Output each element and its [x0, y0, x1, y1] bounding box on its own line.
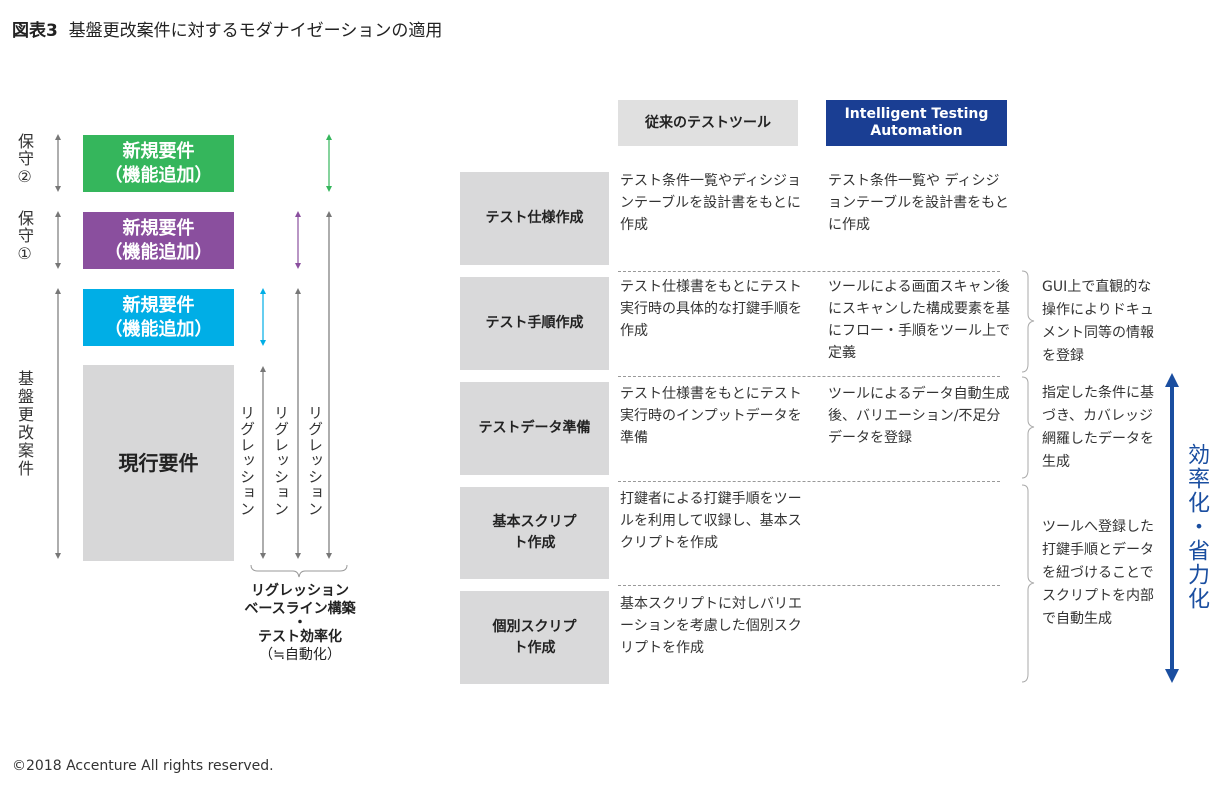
header-ita: Intelligent Testing Automation — [826, 100, 1007, 146]
row-label: テスト手順作成 — [460, 277, 609, 370]
copyright-footer: ©2018 Accenture All rights reserved. — [12, 758, 274, 774]
header-traditional: 従来のテストツール — [618, 100, 798, 146]
note-script: ツールへ登録した打鍵手順とデータを紐づけることでスクリプトを内部で自動生成 — [1042, 519, 1154, 627]
figure-number: 図表3 — [12, 21, 58, 41]
efficiency-arrow-icon — [1165, 373, 1179, 683]
note-procedure: GUI上で直観的な操作によりドキュメント同等の情報を登録 — [1042, 279, 1154, 364]
arrows-diagram — [55, 134, 348, 578]
figure-title-text: 基盤更改案件に対するモダナイゼーションの適用 — [68, 21, 443, 41]
row-label: 基本スクリプト作成 — [460, 487, 609, 579]
label-hoshu2: 保守② — [15, 133, 34, 187]
cell-traditional: テスト仕様書をもとにテスト実行時のインプットデータを準備 — [620, 386, 802, 446]
note-data: 指定した条件に基づき、カバレッジ網羅したデータを生成 — [1042, 385, 1154, 470]
figure-title: 図表3 基盤更改案件に対するモダナイゼーションの適用 — [12, 16, 442, 41]
label-kiban: 基盤更改案件 — [15, 370, 34, 478]
summary-line: ・ — [293, 615, 307, 631]
cell-traditional: テスト仕様書をもとにテスト実行時の具体的な打鍵手順を作成 — [620, 279, 802, 339]
row-label: テスト仕様作成 — [460, 172, 609, 265]
note-braces — [1021, 270, 1035, 683]
summary-text: リグレッション ベースライン構築 ・ テスト効率化 （≒自動化） — [228, 582, 372, 664]
cell-ita: テスト条件一覧や ディシジョンテーブルを設計書をもとに作成 — [828, 173, 1009, 233]
brace-bottom — [250, 564, 348, 578]
regression-label-1: リグレッション — [238, 405, 256, 517]
summary-line: リグレッション — [251, 583, 349, 599]
efficiency-label: 効率化・省力化 — [1184, 443, 1209, 611]
new-requirement-box-purple: 新規要件 （機能追加） — [83, 212, 234, 269]
summary-line: テスト効率化 — [258, 629, 342, 645]
summary-line: ベースライン構築 — [244, 601, 356, 617]
cell-traditional: テスト条件一覧やディシジョンテーブルを設計書をもとに作成 — [620, 173, 802, 233]
regression-label-3: リグレッション — [306, 405, 324, 517]
row-divider — [618, 376, 1000, 377]
row-divider — [618, 585, 1000, 586]
summary-line: （≒自動化） — [259, 647, 341, 663]
cell-ita: ツールによるデータ自動生成後、バリエーション/不足分データを登録 — [828, 386, 1010, 446]
current-requirement-box: 現行要件 — [83, 365, 234, 561]
row-divider — [618, 271, 1000, 272]
label-hoshu1: 保守① — [15, 210, 34, 264]
row-label: 個別スクリプト作成 — [460, 591, 609, 684]
cell-traditional: 基本スクリプトに対しバリエーションを考慮した個別スクリプトを作成 — [620, 596, 802, 656]
regression-label-2: リグレッション — [272, 405, 290, 517]
row-divider — [618, 481, 1000, 482]
cell-traditional: 打鍵者による打鍵手順をツールを利用して収録し、基本スクリプトを作成 — [620, 491, 802, 551]
row-label: テストデータ準備 — [460, 382, 609, 475]
cell-ita: ツールによる画面スキャン後にスキャンした構成要素を基にフロー・手順をツール上で定… — [828, 279, 1010, 361]
new-requirement-box-cyan: 新規要件 （機能追加） — [83, 289, 234, 346]
new-requirement-box-green: 新規要件 （機能追加） — [83, 135, 234, 192]
